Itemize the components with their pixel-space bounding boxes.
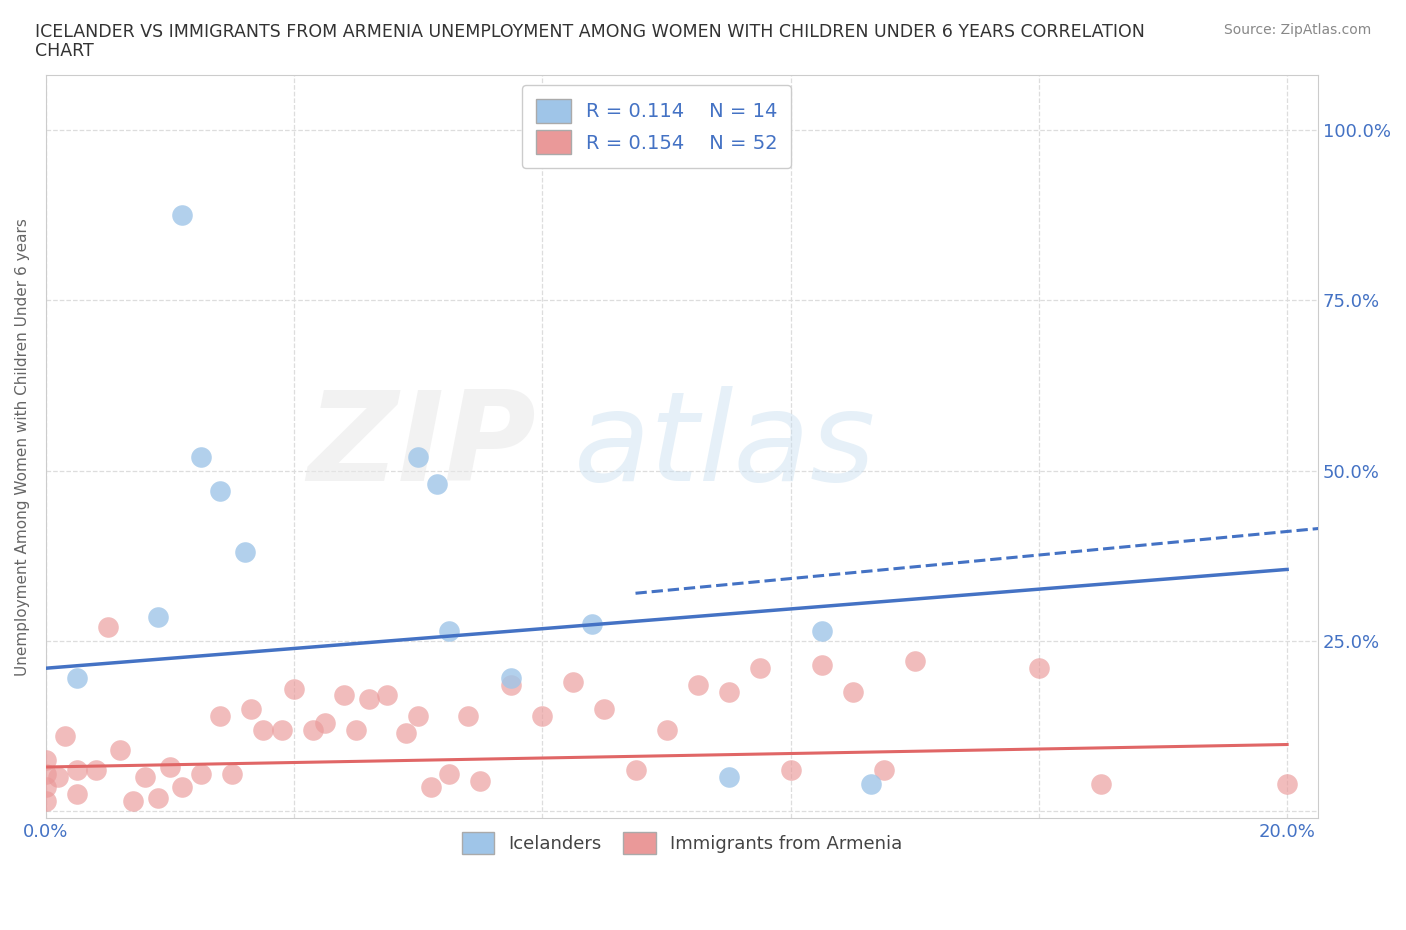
Point [655,722,678,737]
Point [172,780,194,795]
Point [146,610,169,625]
Point [97,620,120,635]
Point [110,742,132,757]
Point [457,709,479,724]
Point [562,674,585,689]
Point [66,763,89,777]
Point [121,793,143,808]
Text: atlas: atlas [574,386,876,507]
Point [810,658,832,672]
Point [419,780,441,795]
Point [501,678,523,693]
Point [357,691,380,706]
Text: ICELANDER VS IMMIGRANTS FROM ARMENIA UNEMPLOYMENT AMONG WOMEN WITH CHILDREN UNDE: ICELANDER VS IMMIGRANTS FROM ARMENIA UNE… [35,23,1144,41]
Point [841,684,863,699]
Point [146,790,169,805]
Point [873,763,896,777]
Point [904,654,927,669]
Point [35,752,58,767]
Point [283,681,305,696]
Point [717,770,740,785]
Point [35,793,58,808]
Point [208,484,231,498]
Point [344,722,367,737]
Point [66,671,89,685]
Text: ZIP: ZIP [307,386,536,507]
Y-axis label: Unemployment Among Women with Children Under 6 years: Unemployment Among Women with Children U… [15,218,30,676]
Point [593,701,616,716]
Point [208,709,231,724]
Point [408,449,430,464]
Point [1275,777,1298,791]
Point [301,722,323,737]
Point [190,766,212,781]
Point [314,715,336,730]
Point [221,766,243,781]
Point [748,661,770,676]
Point [48,770,70,785]
Point [395,725,418,740]
Point [239,701,262,716]
Point [439,623,461,638]
Point [581,617,603,631]
Point [190,449,212,464]
Point [1028,661,1050,676]
Point [172,207,194,222]
Text: Source: ZipAtlas.com: Source: ZipAtlas.com [1223,23,1371,37]
Point [686,678,709,693]
Point [233,545,256,560]
Point [624,763,647,777]
Point [860,777,883,791]
Point [717,684,740,699]
Point [159,760,181,775]
Point [810,623,832,638]
Point [35,780,58,795]
Point [1090,777,1112,791]
Point [470,773,492,788]
Point [53,729,76,744]
Point [270,722,292,737]
Point [426,477,449,492]
Point [134,770,156,785]
Point [375,688,398,703]
Point [66,787,89,802]
Point [501,671,523,685]
Point [531,709,554,724]
Point [408,709,430,724]
Legend: Icelanders, Immigrants from Armenia: Icelanders, Immigrants from Armenia [454,825,910,861]
Point [333,688,356,703]
Text: CHART: CHART [35,42,94,60]
Point [779,763,801,777]
Point [439,766,461,781]
Point [84,763,107,777]
Point [35,766,58,781]
Point [252,722,274,737]
